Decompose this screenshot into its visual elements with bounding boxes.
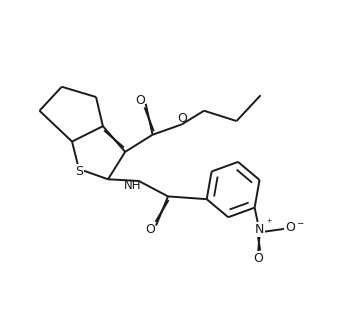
Text: S: S xyxy=(75,165,83,178)
Text: $^+$: $^+$ xyxy=(265,218,274,228)
Text: O: O xyxy=(177,112,187,125)
Text: O: O xyxy=(253,252,263,264)
Text: NH: NH xyxy=(124,179,141,192)
Text: O: O xyxy=(135,94,145,107)
Text: O: O xyxy=(145,223,155,236)
Text: O$^-$: O$^-$ xyxy=(285,221,305,234)
Text: N: N xyxy=(255,223,265,236)
